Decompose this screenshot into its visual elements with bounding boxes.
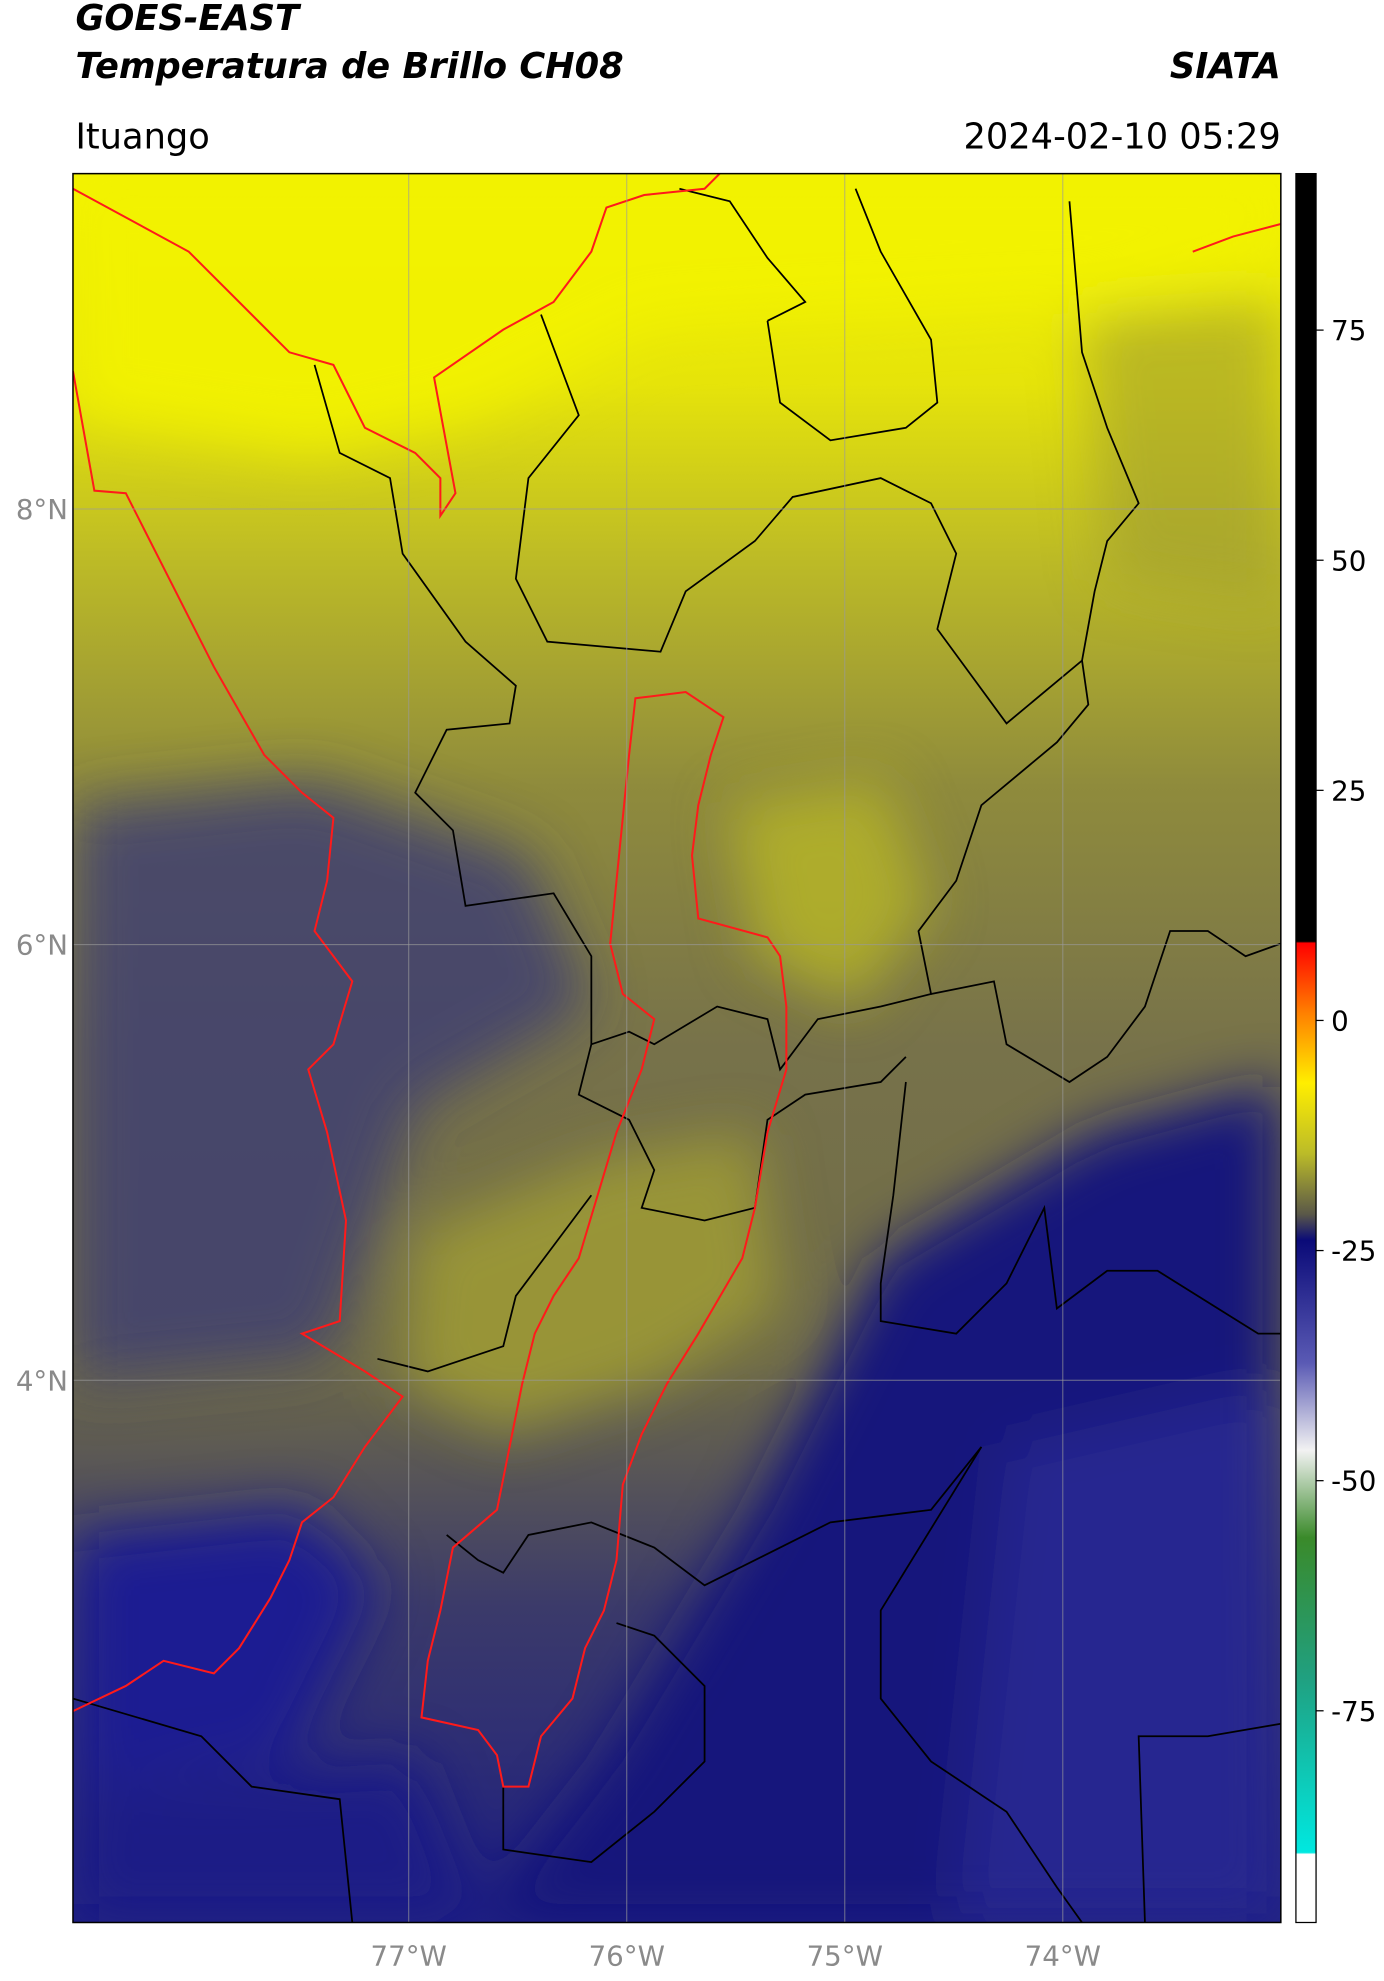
colorbar-tick-label: -25 <box>1331 1235 1376 1268</box>
title-line2: Temperatura de Brillo CH08 <box>75 46 623 87</box>
colorbar-tick-label: 25 <box>1331 774 1366 807</box>
boundary <box>514 201 1140 725</box>
cloud-field <box>72 173 1281 1923</box>
boundary <box>930 930 1281 1084</box>
boundary <box>679 187 807 322</box>
red-outlines <box>72 173 1281 1788</box>
lat-label: 8°N <box>16 493 68 526</box>
cloud-region <box>72 173 1281 453</box>
cloud-region <box>72 1509 378 1787</box>
colorbar-tick-label: -50 <box>1331 1465 1376 1498</box>
lon-label: 75°W <box>807 1939 883 1972</box>
boundary <box>377 1194 593 1373</box>
region: Ituango <box>75 116 209 157</box>
boundary <box>502 1622 706 1864</box>
lon-label: 77°W <box>371 1939 447 1972</box>
basin-outline <box>420 690 788 1788</box>
grid <box>72 173 1281 1923</box>
colorbar-tick-label: 75 <box>1331 314 1366 347</box>
boundary <box>879 1081 1281 1335</box>
cloud-region <box>729 780 932 1007</box>
colorbar-ticks: 75 50 25 0 -25 -50 -75 <box>1316 314 1376 1728</box>
satellite-image <box>72 173 1281 1923</box>
axes: 77°W 76°W 75°W 74°W 8°N 6°N 4°N <box>16 493 1101 1972</box>
colorbar <box>1295 172 1317 1924</box>
cloud-region <box>402 1132 781 1435</box>
boundary <box>879 1446 1083 1923</box>
cloud-region <box>956 1383 1281 1923</box>
boundary <box>72 1697 354 1923</box>
cloud-region <box>72 780 592 1384</box>
colorbar-tick-label: -75 <box>1331 1695 1376 1728</box>
coastline <box>72 173 721 520</box>
cloud-region <box>72 1761 479 1923</box>
boundary <box>577 1044 907 1222</box>
boundary <box>1137 1722 1281 1923</box>
colorbar-tick-label: 0 <box>1331 1005 1349 1038</box>
coastline <box>1192 222 1281 253</box>
boundary <box>313 364 1090 1072</box>
lon-label: 74°W <box>1025 1939 1101 1972</box>
map-frame <box>72 172 1282 1924</box>
boundary <box>766 188 939 442</box>
title-line1: GOES-EAST <box>75 0 302 39</box>
boundaries <box>72 187 1281 1923</box>
lat-label: 6°N <box>16 929 68 962</box>
lat-label: 4°N <box>16 1364 68 1397</box>
lon-label: 76°W <box>589 1939 665 1972</box>
source: SIATA <box>1170 46 1281 87</box>
colorbar-tick-label: 50 <box>1331 544 1366 577</box>
boundary <box>446 1446 983 1587</box>
coastline <box>72 370 405 1713</box>
cloud-region <box>1082 301 1281 604</box>
timestamp: 2024-02-10 05:29 <box>963 116 1280 157</box>
